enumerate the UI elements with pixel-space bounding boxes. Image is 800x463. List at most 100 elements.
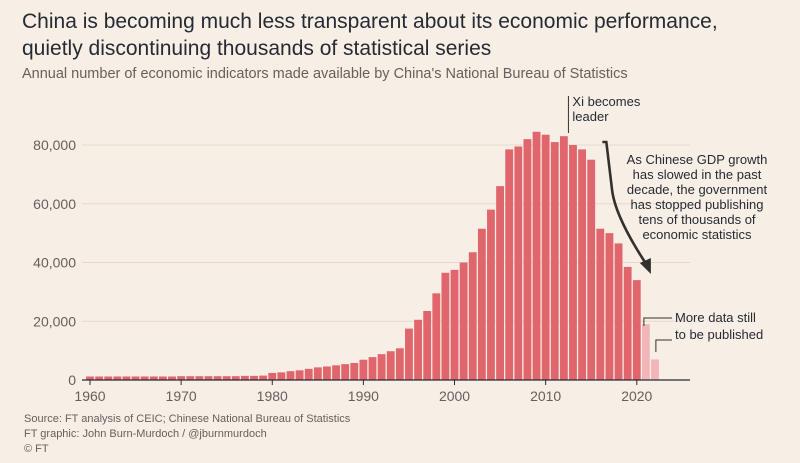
bar-1988	[341, 364, 350, 380]
bar-1979	[259, 375, 268, 380]
bar-1972	[195, 376, 204, 380]
y-tick-label: 20,000	[33, 313, 76, 329]
annotation-more-data: to be published	[675, 327, 763, 342]
bar-1998	[432, 293, 441, 380]
bar-2010	[541, 134, 550, 380]
chart-title-line-2: quietly discontinuing thousands of stati…	[22, 37, 492, 60]
bar-1982	[286, 371, 295, 380]
bar-1964	[122, 376, 131, 380]
bar-1969	[168, 376, 176, 380]
x-axis: 1960 1970 1980 1990 2000 2010 2020	[74, 379, 690, 404]
bar-1991	[368, 357, 377, 380]
bar-1966	[140, 376, 149, 380]
bar-1984	[304, 368, 313, 380]
bar-2008	[523, 139, 532, 380]
annotation-gdp-text: tens of thousands of	[638, 212, 755, 227]
bar-2022	[651, 359, 659, 380]
bars	[86, 131, 659, 380]
more-data-line-2	[655, 339, 672, 352]
bar-1974	[213, 376, 222, 380]
source-note: Source: FT analysis of CEIC; Chinese Nat…	[24, 413, 351, 425]
bar-2007	[514, 146, 523, 380]
y-tick-label: 80,000	[33, 137, 76, 153]
x-tick-label: 1980	[257, 388, 288, 404]
bar-2019	[623, 266, 632, 380]
annotation-gdp-text: economic statistics	[642, 227, 752, 242]
chart-footer: Source: FT analysis of CEIC; Chinese Nat…	[24, 412, 350, 457]
bar-1963	[113, 376, 122, 380]
bar-1999	[441, 272, 450, 380]
bar-1996	[414, 319, 422, 380]
bar-2014	[578, 149, 587, 380]
bar-1994	[395, 348, 404, 380]
annotation-gdp-text: has slowed in the past	[633, 167, 762, 182]
bar-1976	[231, 376, 240, 380]
annotation-gdp-text: decade, the government	[627, 182, 768, 197]
x-tick-label: 2000	[439, 388, 470, 404]
bar-1983	[295, 370, 304, 380]
x-tick-label: 1970	[166, 388, 197, 404]
bar-1970	[177, 376, 186, 380]
bar-2018	[614, 243, 623, 380]
bar-1973	[204, 376, 213, 380]
y-axis-tick-labels: 0 20,000 40,000 60,000 80,000	[33, 137, 76, 388]
bar-2020	[632, 280, 641, 380]
y-tick-label: 40,000	[33, 255, 76, 271]
bar-2004	[487, 209, 495, 380]
arrow-head	[639, 258, 651, 274]
bar-2012	[559, 136, 568, 380]
graphic-credit: FT graphic: John Burn-Murdoch / @jburnmu…	[24, 428, 267, 440]
bar-2006	[505, 149, 514, 380]
bar-1980	[268, 372, 277, 380]
chart-subtitle: Annual number of economic indicators mad…	[22, 66, 628, 82]
bar-1967	[149, 376, 158, 380]
y-tick-label: 0	[68, 372, 76, 388]
bar-1997	[423, 310, 432, 380]
bar-2009	[532, 131, 541, 380]
bar-1962	[104, 376, 113, 380]
bar-2015	[587, 159, 596, 380]
x-tick-label: 2010	[530, 388, 561, 404]
x-tick-label: 2020	[621, 388, 652, 404]
more-data-line-1	[643, 317, 672, 326]
x-tick-label: 1990	[348, 388, 379, 404]
annotation-arrow	[602, 140, 646, 263]
bar-1995	[405, 328, 413, 380]
bar-2003	[477, 228, 486, 380]
bar-1965	[131, 376, 140, 380]
chart-title: China is becoming much less transparent …	[22, 8, 792, 62]
bar-2011	[550, 142, 559, 380]
annotation-gdp-text: As Chinese GDP growth	[627, 152, 768, 167]
bar-2002	[468, 252, 477, 380]
copyright-note: © FT	[24, 443, 49, 455]
bar-1993	[386, 351, 395, 380]
bar-1981	[277, 372, 286, 380]
y-tick-label: 60,000	[33, 196, 76, 212]
bar-2021	[641, 324, 650, 380]
annotation-xi-leader: leader	[572, 109, 609, 124]
bar-1977	[241, 375, 249, 380]
bar-2001	[459, 262, 468, 380]
annotation-more-data: More data still	[675, 310, 756, 325]
bar-1960	[86, 376, 94, 380]
bar-1961	[95, 376, 104, 380]
bar-1985	[313, 367, 322, 380]
annotation-xi-leader: Xi becomes	[572, 94, 640, 109]
bar-2016	[596, 228, 605, 380]
bar-2000	[450, 269, 459, 380]
bar-1987	[332, 365, 340, 380]
bar-1992	[377, 354, 386, 380]
bar-2017	[605, 233, 614, 380]
x-tick-label: 1960	[74, 388, 105, 404]
annotation-gdp-text: has stopped publishing	[631, 197, 764, 212]
bar-1971	[186, 376, 195, 380]
chart-title-line-1: China is becoming much less transparent …	[22, 10, 718, 33]
bar-2005	[496, 186, 504, 380]
bar-1968	[158, 376, 167, 380]
bar-1986	[323, 366, 331, 380]
bar-2013	[569, 145, 577, 380]
bar-1978	[250, 375, 258, 380]
bar-1975	[222, 376, 231, 380]
